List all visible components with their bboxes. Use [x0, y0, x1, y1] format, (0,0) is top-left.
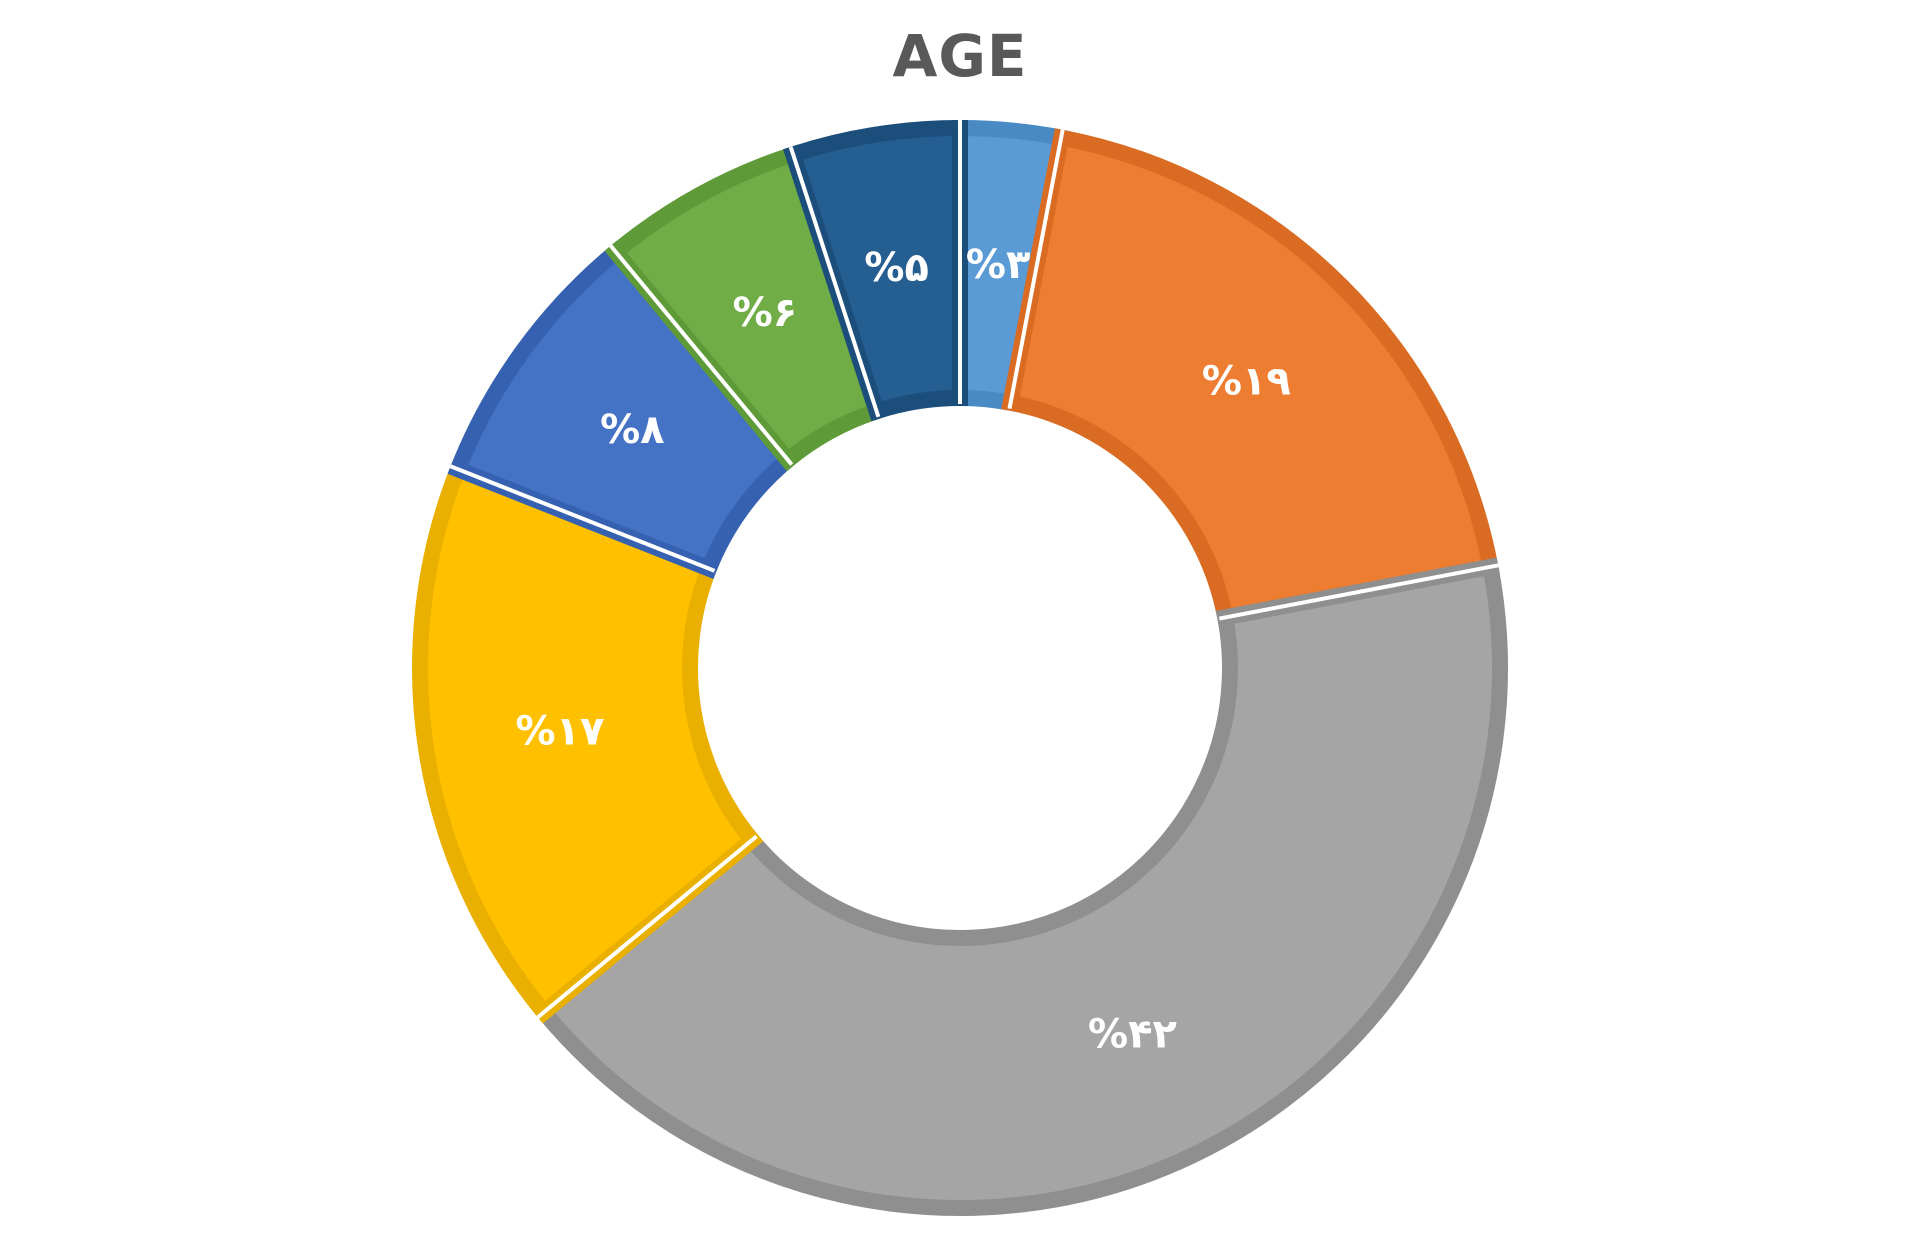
slice-separator	[609, 244, 794, 466]
slice-data-label: %۸	[600, 407, 665, 453]
donut-labels: %۳ %۱۹ %۴۲ %۱۷ %۸ %۶ %۵	[449, 120, 1499, 1057]
slice-data-label: %۶	[733, 290, 798, 336]
chart-title: AGE	[892, 22, 1028, 90]
donut-slice	[1001, 128, 1500, 627]
slice-data-label: %۵	[864, 245, 929, 291]
slice-separator	[449, 464, 716, 573]
donut-slice	[412, 458, 764, 1024]
slice-data-label: %۱۷	[516, 708, 605, 754]
slice-data-label: %۱۹	[1202, 359, 1291, 405]
slice-data-label: %۴۲	[1088, 1011, 1177, 1057]
slice-separator	[788, 146, 881, 418]
slice-separator	[1007, 129, 1065, 410]
slice-separator	[536, 834, 758, 1019]
slice-separator	[1218, 563, 1499, 621]
slice-data-label: %۳	[966, 242, 1031, 288]
donut-slices	[412, 119, 1508, 1216]
donut-slice	[447, 240, 800, 579]
donut-slice	[532, 557, 1508, 1216]
